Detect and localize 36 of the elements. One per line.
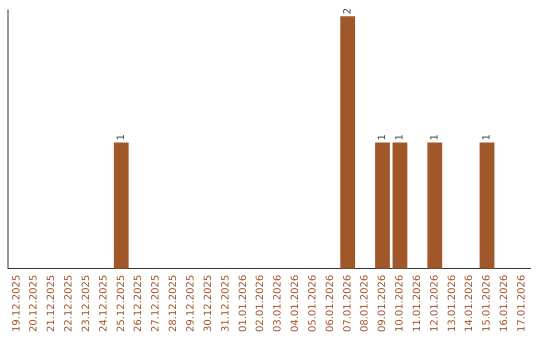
x-tick-label: 16.01.2026 (499, 274, 510, 332)
x-tick-label: 03.01.2026 (272, 274, 284, 332)
x-tick-label: 17.01.2026 (516, 274, 528, 332)
x-tick-label: 31.12.2025 (220, 274, 232, 332)
x-tick-label: 24.12.2025 (98, 274, 110, 332)
data-label: 1 (429, 134, 440, 141)
x-tick-label: 23.12.2025 (80, 274, 92, 332)
x-tick-label: 10.01.2026 (394, 274, 406, 332)
x-tick-label: 11.01.2026 (412, 274, 423, 332)
x-tick-label: 28.12.2025 (168, 274, 180, 332)
x-tick-label: 25.12.2025 (116, 274, 127, 332)
data-label: 1 (394, 134, 406, 141)
x-tick-label: 20.12.2025 (28, 274, 40, 332)
x-tick-label: 05.01.2026 (307, 274, 318, 332)
x-tick-label: 08.01.2026 (360, 274, 371, 332)
x-tick-label: 02.01.2026 (255, 274, 266, 332)
x-tick-label: 15.01.2026 (482, 274, 493, 332)
x-tick-label: 26.12.2025 (133, 274, 144, 332)
x-tick-label: 06.01.2026 (324, 274, 336, 332)
x-tick-label: 12.01.2026 (429, 274, 440, 332)
x-tick-label: 01.01.2026 (238, 274, 249, 332)
x-tick-label: 04.01.2026 (290, 274, 302, 332)
x-tick-label: 27.12.2025 (150, 274, 162, 332)
x-tick-label: 14.01.2026 (464, 274, 476, 332)
x-tick-label: 21.12.2025 (46, 274, 58, 332)
x-tick-label: 22.12.2025 (64, 274, 75, 332)
data-label: 1 (377, 134, 388, 141)
data-label: 2 (342, 8, 354, 14)
x-tick-label: 19.12.2025 (11, 274, 22, 332)
x-tick-label: 07.01.2026 (342, 274, 354, 332)
data-label: 1 (116, 134, 127, 141)
x-tick-label: 30.12.2025 (202, 274, 214, 332)
data-label: 1 (482, 134, 493, 141)
x-tick-label: 29.12.2025 (185, 274, 196, 332)
x-tick-label: 13.01.2026 (446, 274, 458, 332)
x-tick-label: 09.01.2026 (377, 274, 388, 332)
